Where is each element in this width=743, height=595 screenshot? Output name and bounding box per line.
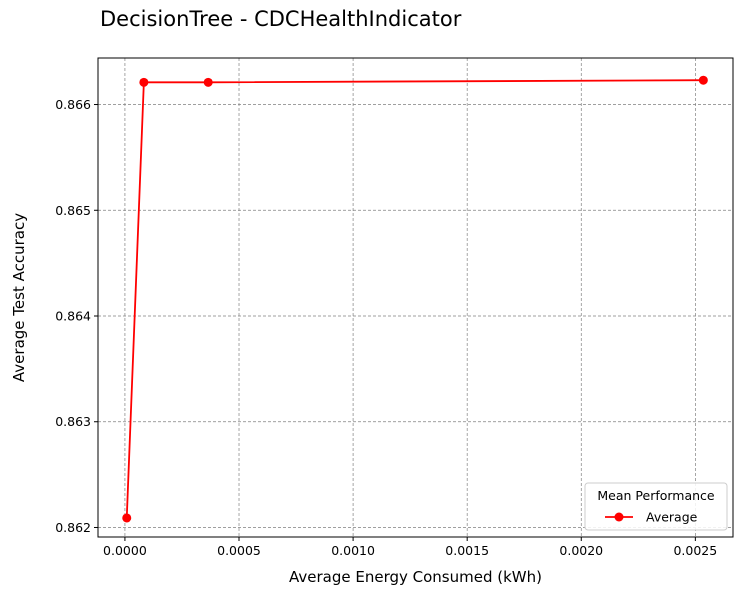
legend-label-average: Average (646, 510, 698, 525)
grid (98, 58, 733, 537)
axis-ticks: 0.0000 0.0005 0.0010 0.0015 0.0020 0.0025 0.86… (55, 97, 717, 558)
x-tick-label: 0.0010 (331, 543, 375, 558)
legend: Mean Performance Average (584, 482, 728, 531)
legend-title: Mean Performance (597, 488, 715, 503)
plot-frame (97, 57, 734, 538)
data-point (203, 77, 213, 87)
data-point (122, 513, 132, 523)
x-tick-label: 0.0015 (445, 543, 489, 558)
x-tick-label: 0.0005 (217, 543, 261, 558)
x-tick-label: 0.0000 (103, 543, 147, 558)
x-tick-label: 0.0020 (559, 543, 603, 558)
data-point (139, 77, 149, 87)
y-tick-label: 0.865 (55, 203, 91, 218)
y-tick-label: 0.864 (55, 309, 91, 324)
x-axis-label: Average Energy Consumed (kWh) (289, 568, 542, 586)
y-axis-label: Average Test Accuracy (10, 213, 28, 382)
data-point (698, 75, 708, 85)
chart-title: DecisionTree - CDCHealthIndicator (100, 7, 462, 31)
legend-marker-swatch (614, 512, 624, 522)
series-line (125, 79, 704, 519)
x-tick-label: 0.0025 (673, 543, 717, 558)
series-layer (122, 75, 708, 523)
y-tick-label: 0.866 (55, 97, 91, 112)
y-tick-label: 0.863 (55, 414, 91, 429)
y-tick-label: 0.862 (55, 520, 91, 535)
